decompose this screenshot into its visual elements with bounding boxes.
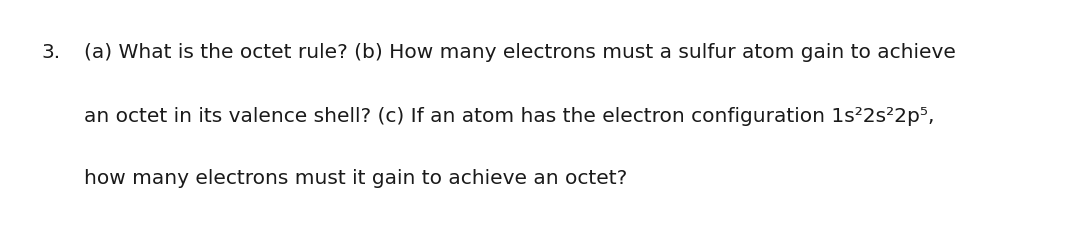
Text: 3.: 3.	[41, 43, 60, 62]
Text: an octet in its valence shell? (c) If an atom has the electron configuration 1s²: an octet in its valence shell? (c) If an…	[84, 107, 935, 126]
Text: how many electrons must it gain to achieve an octet?: how many electrons must it gain to achie…	[84, 169, 627, 188]
Text: (a) What is the octet rule? (b) How many electrons must a sulfur atom gain to ac: (a) What is the octet rule? (b) How many…	[84, 43, 956, 62]
